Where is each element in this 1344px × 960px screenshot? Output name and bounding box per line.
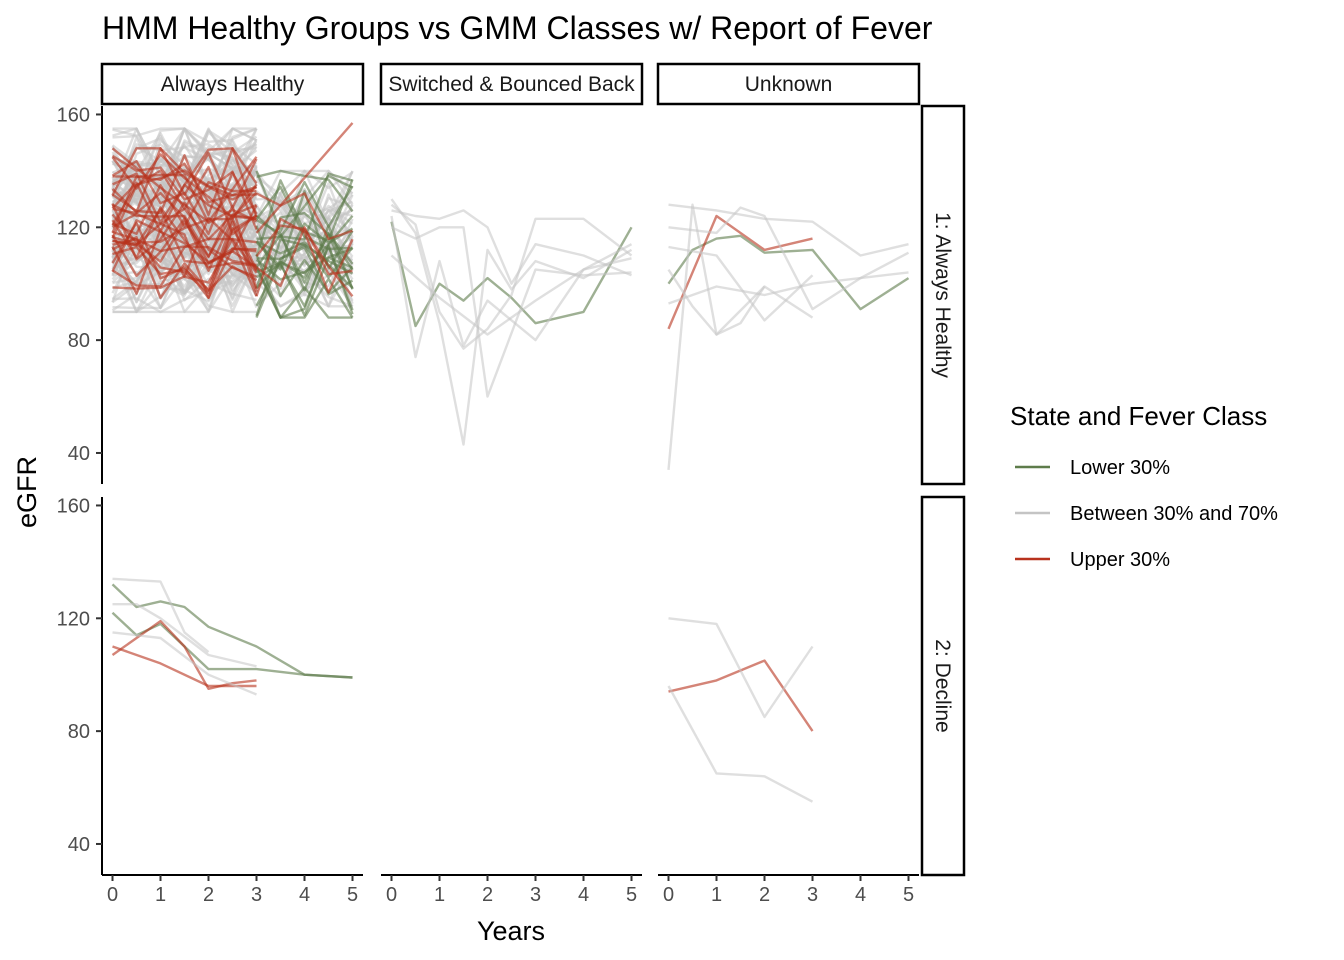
legend-label: Between 30% and 70% bbox=[1070, 503, 1278, 525]
panel-1-0 bbox=[111, 577, 353, 696]
column-strip-label: Switched & Bounced Back bbox=[388, 73, 635, 96]
y-axis-title: eGFR bbox=[12, 456, 42, 528]
series-line-between bbox=[668, 206, 909, 311]
series-line-lower bbox=[111, 611, 353, 679]
x-tick-label: 0 bbox=[663, 884, 674, 906]
panel-0-1 bbox=[390, 198, 633, 446]
y-tick-label: 40 bbox=[68, 834, 90, 856]
y-tick-label: 120 bbox=[57, 217, 90, 239]
y-tick-label: 160 bbox=[57, 495, 90, 517]
x-tick-label: 0 bbox=[386, 884, 397, 906]
column-strip-label: Unknown bbox=[745, 73, 833, 96]
y-tick-label: 80 bbox=[68, 330, 90, 352]
series-line-upper-highlight bbox=[255, 122, 354, 234]
x-tick-label: 5 bbox=[903, 884, 914, 906]
series-line-between bbox=[668, 617, 814, 719]
x-tick-label: 5 bbox=[626, 884, 637, 906]
series-line-between bbox=[668, 251, 910, 305]
series-line-upper bbox=[112, 645, 257, 688]
series-line-upper bbox=[111, 235, 258, 299]
facet-panels bbox=[111, 122, 910, 803]
series-line-lower bbox=[256, 169, 354, 213]
series-line-upper bbox=[112, 216, 258, 297]
x-tick-label: 5 bbox=[347, 884, 358, 906]
series-line-upper bbox=[111, 154, 258, 230]
x-tick-label: 3 bbox=[530, 884, 541, 906]
x-tick-label: 4 bbox=[299, 884, 310, 906]
x-axis-title: Years bbox=[477, 916, 545, 946]
legend-title: State and Fever Class bbox=[1010, 401, 1267, 431]
series-line-lower bbox=[255, 215, 354, 290]
x-tick-label: 4 bbox=[578, 884, 589, 906]
series-line-lower bbox=[255, 265, 354, 319]
series-line-lower bbox=[255, 243, 354, 319]
column-strip bbox=[379, 62, 644, 106]
row-strip-label: 2: Decline bbox=[931, 639, 954, 732]
series-line-upper bbox=[255, 192, 353, 241]
x-tick-label: 3 bbox=[807, 884, 818, 906]
legend-label: Upper 30% bbox=[1070, 549, 1170, 571]
series-line-upper bbox=[255, 226, 353, 288]
series-line-between bbox=[390, 203, 633, 350]
legend-label: Lower 30% bbox=[1070, 457, 1170, 479]
x-tick-label: 0 bbox=[107, 884, 118, 906]
x-tick-label: 2 bbox=[482, 884, 493, 906]
series-line-between bbox=[390, 215, 633, 359]
row-strip bbox=[920, 104, 966, 486]
y-tick-label: 80 bbox=[68, 721, 90, 743]
series-line-upper bbox=[112, 214, 258, 299]
row-strip-label: 1: Always Healthy bbox=[931, 212, 954, 378]
series-line-upper bbox=[112, 147, 258, 224]
x-tick-label: 4 bbox=[855, 884, 866, 906]
series-line-between bbox=[112, 577, 210, 654]
x-tick-label: 1 bbox=[155, 884, 166, 906]
series-line-between bbox=[391, 209, 632, 285]
series-line-upper bbox=[111, 619, 257, 690]
series-line-between bbox=[667, 268, 766, 336]
series-line-between bbox=[668, 203, 909, 257]
series-line-lower bbox=[255, 233, 354, 307]
x-tick-label: 2 bbox=[203, 884, 214, 906]
row-strip bbox=[920, 495, 966, 877]
series-line-between bbox=[112, 603, 257, 668]
facet-strips: Always Healthy Switched & Bounced Back Unk… bbox=[100, 62, 966, 877]
series-line-between bbox=[112, 631, 257, 696]
series-line-between bbox=[111, 136, 258, 207]
series-line-between bbox=[112, 242, 257, 266]
series-line-lower bbox=[255, 218, 354, 292]
panel-1-2 bbox=[667, 617, 814, 803]
y-tick-label: 120 bbox=[57, 608, 90, 630]
series-line-upper bbox=[111, 147, 258, 214]
series-line-upper-highlight bbox=[111, 147, 258, 223]
column-strip-label: Always Healthy bbox=[161, 73, 305, 96]
column-strip bbox=[100, 62, 365, 106]
series-line-between bbox=[111, 244, 258, 314]
series-line-between bbox=[111, 127, 257, 195]
series-line-upper bbox=[667, 214, 813, 330]
x-tick-label: 3 bbox=[251, 884, 262, 906]
panel-0-0 bbox=[111, 122, 354, 319]
series-line-lower bbox=[667, 234, 910, 311]
panel-0-2 bbox=[667, 203, 910, 471]
series-line-between bbox=[390, 254, 632, 336]
series-line-between bbox=[112, 234, 258, 309]
series-line-upper bbox=[111, 147, 258, 210]
series-line-between bbox=[668, 245, 814, 322]
axes: 40 80 120 160 40 80 120 160 0 1 2 3 4 5 0 1 2 3 4 5 0 1 2 3 4 5 bbox=[57, 104, 919, 906]
series-line-upper bbox=[112, 173, 258, 225]
series-line-between bbox=[667, 685, 814, 803]
x-tick-label: 1 bbox=[434, 884, 445, 906]
y-tick-label: 40 bbox=[68, 443, 90, 465]
series-line-lower bbox=[390, 221, 633, 328]
column-strip bbox=[656, 62, 921, 106]
chart-title: HMM Healthy Groups vs GMM Classes w/ Rep… bbox=[102, 10, 933, 46]
series-line-lower bbox=[255, 170, 354, 233]
x-tick-label: 1 bbox=[711, 884, 722, 906]
y-tick-label: 160 bbox=[57, 104, 90, 126]
legend: State and Fever Class Lower 30% Between 3… bbox=[1010, 401, 1278, 571]
series-line-lower bbox=[255, 222, 354, 271]
x-tick-label: 2 bbox=[759, 884, 770, 906]
